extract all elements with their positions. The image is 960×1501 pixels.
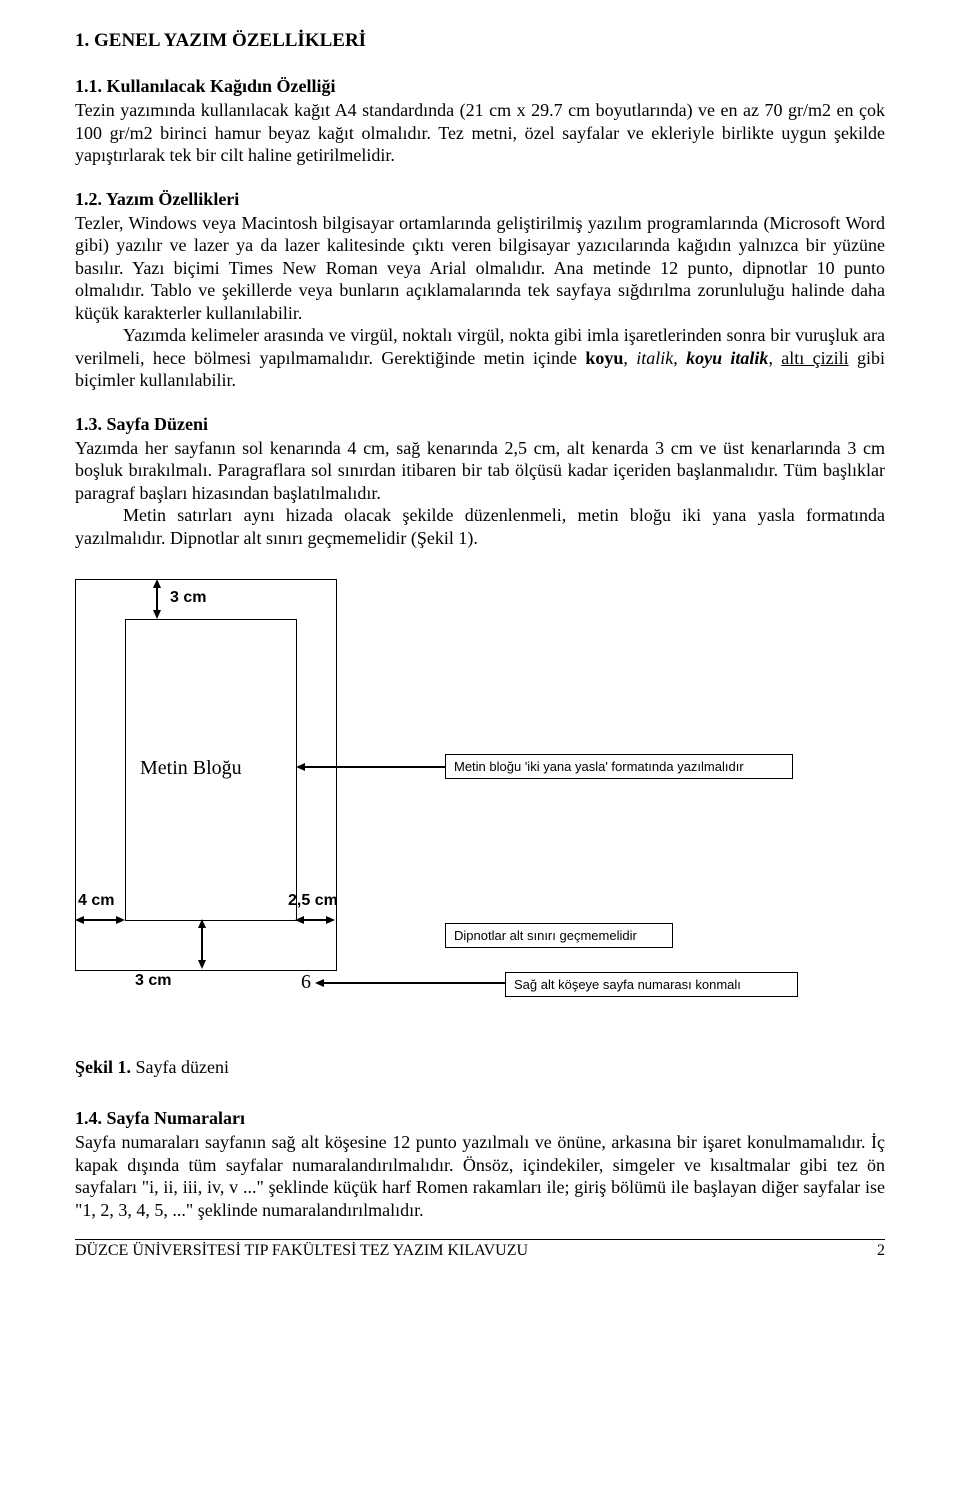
heading-1-4: 1.4. Sayfa Numaraları	[75, 1108, 885, 1129]
para-1-1: Tezin yazımında kullanılacak kağıt A4 st…	[75, 99, 885, 167]
arrow-top-down-icon	[153, 610, 161, 619]
arrow-bottom-down-icon	[198, 960, 206, 969]
arrow-left-r-icon	[116, 916, 125, 924]
callout-footnote-text: Dipnotlar alt sınırı geçmemelidir	[454, 928, 637, 943]
label-page-number-6: 6	[301, 971, 311, 994]
label-text-block: Metin Bloğu	[140, 757, 242, 780]
figure-page-layout: 3 cm Metin Bloğu Metin bloğu 'iki yana y…	[75, 579, 885, 1039]
style-bold-italic: koyu italik	[686, 348, 768, 368]
para-1-3: Yazımda her sayfanın sol kenarında 4 cm,…	[75, 437, 885, 550]
label-top-margin: 3 cm	[170, 589, 206, 607]
footer-page-number: 2	[877, 1242, 885, 1260]
sep: ,	[623, 348, 636, 368]
callout-justify-text: Metin bloğu 'iki yana yasla' formatında …	[454, 759, 744, 774]
arrow-right-r-icon	[326, 916, 335, 924]
heading-1-1: 1.1. Kullanılacak Kağıdın Özelliği	[75, 76, 885, 97]
figure-caption-label: Şekil 1.	[75, 1057, 131, 1077]
figure-caption-text: Sayfa düzeni	[131, 1057, 229, 1077]
heading-main: 1. GENEL YAZIM ÖZELLİKLERİ	[75, 30, 885, 52]
arrow-pagenum-head-icon	[315, 979, 324, 987]
para-1-3-a: Yazımda her sayfanın sol kenarında 4 cm,…	[75, 438, 885, 503]
style-italic: italik	[636, 348, 673, 368]
callout-pagenum: Sağ alt köşeye sayfa numarası konmalı	[505, 972, 798, 997]
callout-justify: Metin bloğu 'iki yana yasla' formatında …	[445, 754, 793, 779]
arrow-bottom-line	[201, 927, 203, 961]
para-1-2-a: Tezler, Windows veya Macintosh bilgisaya…	[75, 213, 885, 323]
arrow-right-line	[303, 919, 327, 921]
label-right-margin: 2,5 cm	[288, 892, 338, 910]
page-footer: DÜZCE ÜNİVERSİTESİ TIP FAKÜLTESİ TEZ YAZ…	[75, 1239, 885, 1260]
sep: ,	[673, 348, 686, 368]
para-1-3-b: Metin satırları aynı hizada olacak şekil…	[75, 505, 885, 548]
footer-left: DÜZCE ÜNİVERSİTESİ TIP FAKÜLTESİ TEZ YAZ…	[75, 1242, 528, 1260]
heading-1-3: 1.3. Sayfa Düzeni	[75, 414, 885, 435]
style-underline: altı çizili	[781, 348, 848, 368]
document-page: 1. GENEL YAZIM ÖZELLİKLERİ 1.1. Kullanıl…	[0, 0, 960, 1280]
arrow-justify-head-icon	[296, 763, 305, 771]
label-left-margin: 4 cm	[78, 892, 114, 910]
callout-footnote: Dipnotlar alt sınırı geçmemelidir	[445, 923, 673, 948]
sep: ,	[768, 348, 781, 368]
callout-pagenum-text: Sağ alt köşeye sayfa numarası konmalı	[514, 977, 741, 992]
style-bold: koyu	[585, 348, 623, 368]
para-1-2: Tezler, Windows veya Macintosh bilgisaya…	[75, 212, 885, 392]
para-1-4: Sayfa numaraları sayfanın sağ alt köşesi…	[75, 1131, 885, 1221]
heading-1-2: 1.2. Yazım Özellikleri	[75, 189, 885, 210]
arrow-pagenum-line	[323, 982, 505, 984]
arrow-left-line	[83, 919, 117, 921]
figure-caption: Şekil 1. Sayfa düzeni	[75, 1057, 885, 1078]
arrow-justify-line	[304, 766, 445, 768]
label-bottom-margin: 3 cm	[135, 972, 171, 990]
arrow-top-line	[156, 587, 158, 611]
